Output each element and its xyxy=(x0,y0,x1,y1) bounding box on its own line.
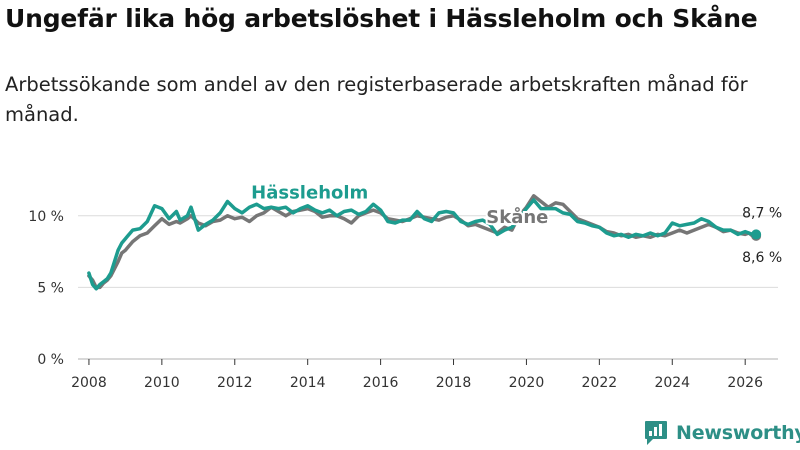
x-tick-label: 2026 xyxy=(727,375,763,391)
x-tick-label: 2008 xyxy=(71,375,107,391)
newsworthy-logo-icon xyxy=(645,421,667,445)
x-tick-label: 2024 xyxy=(654,375,690,391)
x-tick-label: 2016 xyxy=(363,375,399,391)
series-endpoint-hssleholm xyxy=(751,229,762,240)
x-tick-label: 2020 xyxy=(509,375,545,391)
brand-logo[interactable]: Newsworthy xyxy=(644,420,800,446)
x-tick-label: 2014 xyxy=(290,375,326,391)
x-tick-label: 2022 xyxy=(582,375,618,391)
annotation-hassleholm: Hässleholm xyxy=(251,183,368,204)
x-tick-label: 2010 xyxy=(144,375,180,391)
end-label-skane: 8,6 % xyxy=(742,250,782,266)
annotation-skane: Skåne xyxy=(486,206,548,228)
x-tick-label: 2012 xyxy=(217,375,253,391)
brand-name: Newsworthy xyxy=(676,422,800,444)
x-tick-label: 2018 xyxy=(436,375,472,391)
chart-title: Ungefär lika hög arbetslöshet i Hässleho… xyxy=(5,4,758,33)
y-tick-label: 10 % xyxy=(28,209,64,225)
end-label-hassleholm: 8,7 % xyxy=(742,205,782,221)
chart-subtitle: Arbetssökande som andel av den registerb… xyxy=(5,73,748,126)
y-tick-label: 5 % xyxy=(37,280,64,296)
series-line-hssleholm xyxy=(87,198,758,291)
y-tick-label: 0 % xyxy=(37,352,64,368)
